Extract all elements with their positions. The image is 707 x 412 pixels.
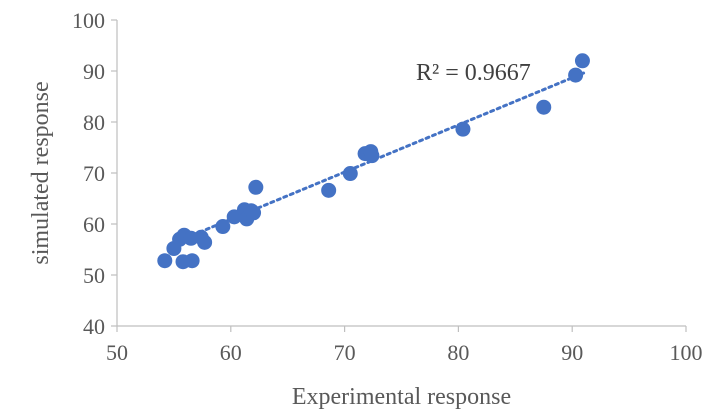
x-tick-label: 90 xyxy=(561,340,583,365)
data-point xyxy=(215,219,231,235)
data-point xyxy=(321,182,337,198)
y-tick-label: 40 xyxy=(83,314,105,339)
r-squared-annotation: R² = 0.9667 xyxy=(416,60,531,86)
x-tick-label: 80 xyxy=(447,340,469,365)
y-tick-label: 100 xyxy=(72,8,105,33)
y-tick-label: 80 xyxy=(83,110,105,135)
x-axis-title: Experimental response xyxy=(292,384,511,410)
data-point xyxy=(342,166,358,182)
data-point xyxy=(536,99,552,115)
points-group xyxy=(157,53,590,270)
x-tick-label: 100 xyxy=(670,340,703,365)
x-tick-label: 60 xyxy=(220,340,242,365)
y-axis-title: simulated response xyxy=(28,81,54,264)
data-point xyxy=(246,205,262,221)
data-point xyxy=(184,253,200,269)
y-tick-label: 50 xyxy=(83,263,105,288)
data-point xyxy=(197,234,213,250)
y-tick-label: 70 xyxy=(83,161,105,186)
y-tick-label: 60 xyxy=(83,212,105,237)
data-point xyxy=(455,121,471,137)
x-tick-label: 70 xyxy=(334,340,356,365)
y-tick-label: 90 xyxy=(83,59,105,84)
data-point xyxy=(568,67,584,83)
x-tick-label: 50 xyxy=(106,340,128,365)
data-point xyxy=(574,53,590,69)
data-point xyxy=(248,179,264,195)
data-point xyxy=(364,148,380,164)
data-point xyxy=(157,253,173,269)
